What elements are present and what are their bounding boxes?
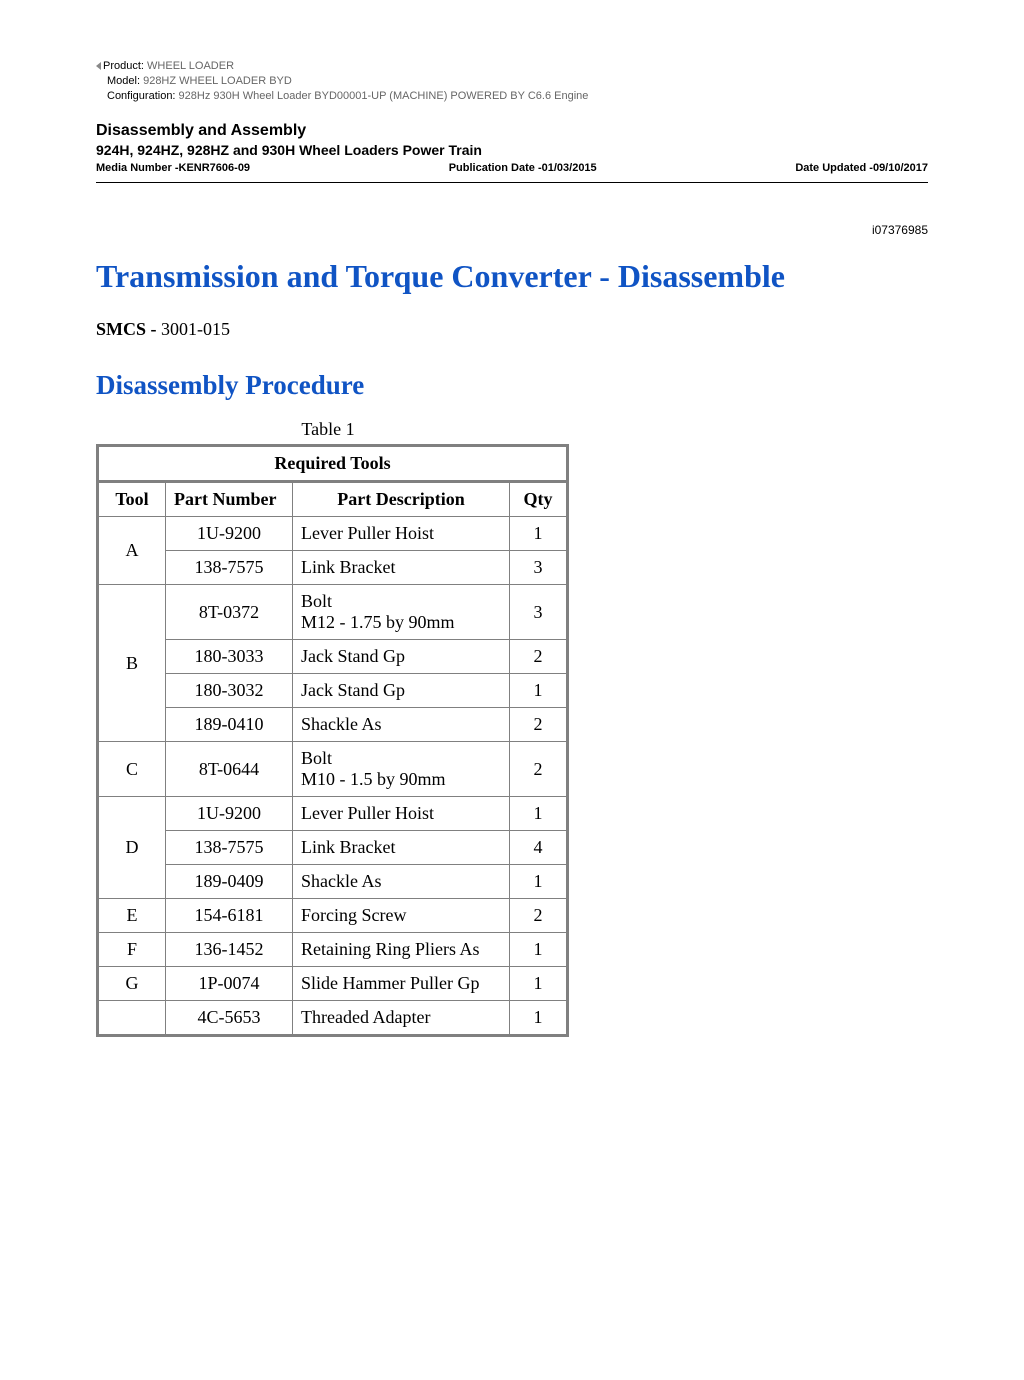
table-row: 4C-5653Threaded Adapter1 (98, 1001, 568, 1036)
table-row: C8T-0644BoltM10 - 1.5 by 90mm2 (98, 742, 568, 797)
cell-partnum: 189-0409 (166, 865, 293, 899)
model-value: 928HZ WHEEL LOADER BYD (143, 75, 292, 87)
col-qty: Qty (510, 482, 568, 517)
model-line: Model: 928HZ WHEEL LOADER BYD (96, 75, 928, 87)
cell-tool: D (98, 797, 166, 899)
cell-qty: 2 (510, 899, 568, 933)
cell-partnum: 180-3032 (166, 674, 293, 708)
cell-desc: Jack Stand Gp (293, 674, 510, 708)
cell-qty: 1 (510, 1001, 568, 1036)
config-label: Configuration: (107, 90, 179, 102)
cell-tool: G (98, 967, 166, 1001)
cell-qty: 2 (510, 640, 568, 674)
cell-partnum: 8T-0644 (166, 742, 293, 797)
table-body: A1U-9200Lever Puller Hoist1138-7575Link … (98, 517, 568, 1036)
cell-tool (98, 1001, 166, 1036)
cell-desc: Lever Puller Hoist (293, 517, 510, 551)
cell-qty: 3 (510, 551, 568, 585)
cell-qty: 1 (510, 517, 568, 551)
cell-tool: A (98, 517, 166, 585)
table-header-row: Tool Part Number Part Description Qty (98, 482, 568, 517)
table-row: E154-6181Forcing Screw2 (98, 899, 568, 933)
media-row: Media Number -KENR7606-09 Publication Da… (96, 162, 928, 174)
cell-qty: 3 (510, 585, 568, 640)
col-partnum: Part Number (166, 482, 293, 517)
cell-desc: Jack Stand Gp (293, 640, 510, 674)
smcs-line: SMCS - 3001-015 (96, 319, 928, 340)
divider (96, 182, 928, 183)
cell-qty: 1 (510, 933, 568, 967)
cell-partnum: 136-1452 (166, 933, 293, 967)
cell-partnum: 1U-9200 (166, 797, 293, 831)
cell-qty: 1 (510, 797, 568, 831)
cell-desc: Lever Puller Hoist (293, 797, 510, 831)
back-arrow-icon[interactable] (96, 62, 101, 70)
cell-partnum: 4C-5653 (166, 1001, 293, 1036)
table-row: 189-0410Shackle As2 (98, 708, 568, 742)
table-row: G1P-0074Slide Hammer Puller Gp1 (98, 967, 568, 1001)
cell-partnum: 180-3033 (166, 640, 293, 674)
cell-partnum: 1U-9200 (166, 517, 293, 551)
cell-partnum: 1P-0074 (166, 967, 293, 1001)
table-caption: Table 1 (96, 419, 560, 440)
cell-desc: Threaded Adapter (293, 1001, 510, 1036)
section-subtitle: 924H, 924HZ, 928HZ and 930H Wheel Loader… (96, 142, 928, 158)
date-updated: Date Updated -09/10/2017 (795, 162, 928, 174)
cell-desc: BoltM10 - 1.5 by 90mm (293, 742, 510, 797)
media-number: Media Number -KENR7606-09 (96, 162, 250, 174)
cell-desc: Link Bracket (293, 831, 510, 865)
table-row: 180-3033Jack Stand Gp2 (98, 640, 568, 674)
cell-desc: Shackle As (293, 708, 510, 742)
cell-tool: E (98, 899, 166, 933)
table-row: 138-7575Link Bracket3 (98, 551, 568, 585)
cell-qty: 1 (510, 674, 568, 708)
cell-qty: 1 (510, 865, 568, 899)
model-label: Model: (107, 75, 143, 87)
cell-qty: 1 (510, 967, 568, 1001)
cell-desc: Slide Hammer Puller Gp (293, 967, 510, 1001)
table-row: B8T-0372BoltM12 - 1.75 by 90mm3 (98, 585, 568, 640)
cell-desc: Shackle As (293, 865, 510, 899)
config-value: 928Hz 930H Wheel Loader BYD00001-UP (MAC… (179, 90, 589, 102)
cell-partnum: 138-7575 (166, 551, 293, 585)
smcs-label: SMCS - (96, 319, 161, 339)
table-row: A1U-9200Lever Puller Hoist1 (98, 517, 568, 551)
table-row: 138-7575Link Bracket4 (98, 831, 568, 865)
section-subtitle-procedure: Disassembly Procedure (96, 370, 928, 401)
cell-partnum: 189-0410 (166, 708, 293, 742)
product-value: WHEEL LOADER (147, 60, 234, 72)
cell-desc: BoltM12 - 1.75 by 90mm (293, 585, 510, 640)
table-row: D1U-9200Lever Puller Hoist1 (98, 797, 568, 831)
cell-tool: C (98, 742, 166, 797)
cell-tool: F (98, 933, 166, 967)
table-row: 180-3032Jack Stand Gp1 (98, 674, 568, 708)
col-tool: Tool (98, 482, 166, 517)
cell-qty: 4 (510, 831, 568, 865)
cell-qty: 2 (510, 708, 568, 742)
cell-partnum: 154-6181 (166, 899, 293, 933)
cell-partnum: 8T-0372 (166, 585, 293, 640)
config-line: Configuration: 928Hz 930H Wheel Loader B… (96, 90, 928, 102)
publication-date: Publication Date -01/03/2015 (449, 162, 597, 174)
product-label: Product: (103, 60, 147, 72)
cell-qty: 2 (510, 742, 568, 797)
cell-tool: B (98, 585, 166, 742)
col-desc: Part Description (293, 482, 510, 517)
document-id: i07376985 (96, 223, 928, 237)
table-row: F136-1452Retaining Ring Pliers As1 (98, 933, 568, 967)
table-title: Required Tools (98, 446, 568, 482)
table-row: 189-0409Shackle As1 (98, 865, 568, 899)
cell-desc: Link Bracket (293, 551, 510, 585)
section-title: Disassembly and Assembly (96, 122, 928, 140)
product-line: Product: WHEEL LOADER (96, 60, 928, 72)
smcs-code: 3001-015 (161, 319, 230, 339)
cell-partnum: 138-7575 (166, 831, 293, 865)
cell-desc: Forcing Screw (293, 899, 510, 933)
page-title: Transmission and Torque Converter - Disa… (96, 258, 928, 295)
cell-desc: Retaining Ring Pliers As (293, 933, 510, 967)
required-tools-table: Required Tools Tool Part Number Part Des… (96, 444, 569, 1037)
